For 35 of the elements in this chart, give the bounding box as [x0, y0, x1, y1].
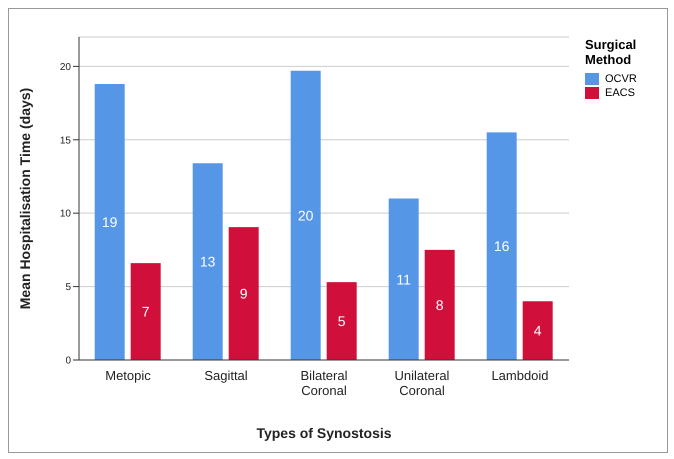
x-tick-label: Unilateral Coronal: [394, 368, 450, 398]
bar: [192, 163, 223, 360]
bar: [424, 250, 455, 360]
data-label: 7: [142, 304, 150, 320]
y-tick-label: 5: [65, 282, 72, 294]
y-tick-label: 20: [60, 62, 72, 73]
y-axis-title: Mean Hospitalisation Time (days): [16, 88, 33, 310]
y-tick-label: 15: [60, 135, 72, 146]
bar: [486, 132, 517, 360]
data-label: 19: [102, 214, 118, 230]
bar: [290, 70, 321, 360]
bar: [94, 84, 125, 360]
x-tick-label: Sagittal: [204, 368, 248, 383]
y-tick-label: 10: [60, 208, 72, 220]
x-tick-label: Lambdoid: [491, 368, 549, 383]
data-label: 13: [200, 254, 216, 270]
legend-label: OCVR: [604, 73, 638, 85]
data-label: 4: [534, 322, 542, 339]
x-tick-label: Metopic: [105, 368, 152, 383]
bar: [522, 301, 553, 360]
x-axis-title: Types of Synostosis: [256, 425, 392, 441]
data-label: 11: [396, 271, 412, 288]
bar: [388, 198, 419, 360]
data-label: 9: [240, 286, 248, 302]
legend-label: EACS: [604, 87, 636, 99]
data-label: 20: [298, 207, 314, 224]
data-label: 16: [494, 238, 510, 254]
data-label: 5: [338, 313, 346, 330]
data-label: 8: [436, 296, 444, 313]
bar: [326, 282, 357, 360]
bar: [228, 227, 259, 360]
y-tick-label: 0: [65, 356, 72, 367]
legend-title: Surgical Method: [585, 37, 638, 67]
bar: [130, 263, 161, 360]
x-tick-label: Bilateral Coronal: [300, 368, 348, 398]
